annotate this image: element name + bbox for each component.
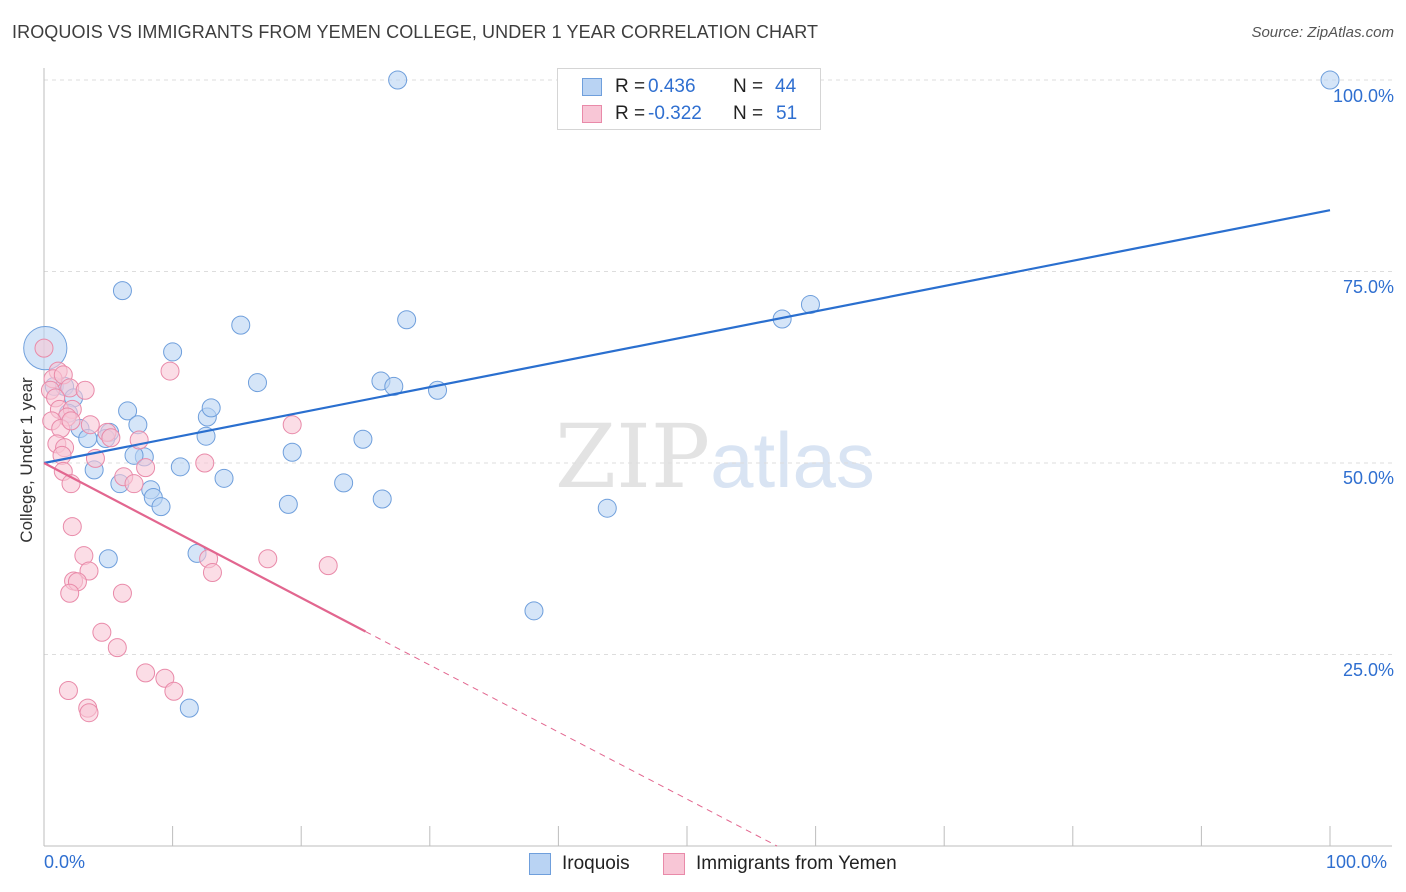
data-point-iroquois — [112, 281, 132, 301]
legend-n-label: N = — [733, 103, 764, 124]
data-point-iroquois — [597, 498, 617, 518]
data-point-iroquois — [214, 468, 234, 488]
data-point-iroquois — [384, 376, 404, 396]
y-tick-label-100: 100.0% — [1332, 86, 1394, 106]
data-point-yemen — [58, 681, 78, 701]
legend-swatch-yemen — [582, 105, 602, 123]
x-tick-label-min: 0.0% — [44, 852, 86, 872]
data-point-yemen — [124, 474, 144, 494]
data-point-iroquois — [163, 342, 183, 362]
y-tick-label-50: 50.0% — [1342, 468, 1394, 488]
data-point-yemen — [101, 428, 121, 448]
legend-swatch-iroquois — [582, 78, 602, 96]
legend-n-value: 44 — [775, 76, 797, 97]
points-layer — [23, 70, 1340, 723]
trend-line-iroquois — [43, 209, 1331, 465]
data-point-yemen — [155, 668, 175, 688]
legend-r-value: 0.436 — [648, 76, 696, 97]
source-label: Source: ZipAtlas.com — [1251, 24, 1394, 41]
legend-label-iroquois: Iroquois — [562, 853, 630, 874]
legend-label-yemen: Immigrants from Yemen — [696, 853, 897, 874]
data-point-yemen — [160, 361, 180, 381]
data-point-yemen — [60, 583, 80, 603]
chart-title: IROQUOIS VS IMMIGRANTS FROM YEMEN COLLEG… — [12, 22, 819, 42]
data-point-yemen — [80, 415, 100, 435]
data-point-yemen — [258, 549, 278, 569]
legend-r-value: -0.322 — [648, 103, 702, 124]
data-point-iroquois — [231, 315, 251, 335]
data-point-yemen — [164, 681, 184, 701]
watermark: ZIPatlas — [555, 405, 875, 508]
legend-n-value: 51 — [776, 103, 798, 124]
data-point-yemen — [107, 638, 127, 658]
data-point-yemen — [195, 453, 215, 473]
data-point-iroquois — [118, 401, 138, 421]
correlation-legend: R = 0.436 N = 44 R = -0.322 N = 51 — [557, 68, 821, 130]
watermark-atlas: atlas — [710, 416, 875, 504]
data-point-yemen — [112, 583, 132, 603]
data-point-iroquois — [397, 310, 417, 330]
data-point-iroquois — [179, 698, 199, 718]
data-point-yemen — [318, 556, 338, 576]
series-legend: Iroquois Immigrants from Yemen — [0, 852, 1406, 878]
trend-line-yemen — [43, 462, 367, 633]
trend-layer — [43, 209, 1331, 847]
watermark-zip: ZIP — [555, 405, 711, 508]
y-tick-label-75: 75.0% — [1342, 277, 1394, 297]
data-point-iroquois — [388, 70, 408, 90]
legend-swatch-iroquois — [529, 853, 551, 875]
data-point-yemen — [282, 415, 302, 435]
x-tick-label-max: 100.0% — [1326, 852, 1388, 872]
data-point-yemen — [34, 338, 54, 358]
data-point-iroquois — [98, 549, 118, 569]
data-point-yemen — [79, 703, 99, 723]
data-point-iroquois — [170, 457, 190, 477]
data-point-yemen — [202, 563, 222, 583]
data-point-yemen — [136, 663, 156, 683]
data-point-iroquois — [334, 473, 354, 493]
legend-r-label: R = — [615, 103, 646, 124]
trend-line-yemen-extrapolated — [365, 631, 778, 847]
data-point-iroquois — [524, 601, 544, 621]
data-point-iroquois — [353, 429, 373, 449]
data-point-yemen — [75, 380, 95, 400]
legend-row-yemen: R = -0.322 N = 51 — [558, 101, 820, 127]
legend-swatch-yemen — [663, 853, 685, 875]
data-point-iroquois — [282, 442, 302, 462]
legend-r-label: R = — [615, 76, 646, 97]
data-point-iroquois — [201, 398, 221, 418]
legend-n-label: N = — [733, 76, 764, 97]
data-point-iroquois — [151, 497, 171, 517]
axis-layer — [43, 68, 1392, 847]
legend-row-iroquois: R = 0.436 N = 44 — [558, 74, 820, 100]
data-point-yemen — [61, 411, 81, 431]
data-point-iroquois — [372, 489, 392, 509]
data-point-yemen — [62, 517, 82, 537]
data-point-iroquois — [1320, 70, 1340, 90]
data-point-yemen — [136, 458, 156, 478]
data-point-iroquois — [247, 373, 267, 393]
data-point-iroquois — [278, 494, 298, 514]
data-point-yemen — [92, 622, 112, 642]
y-tick-label-25: 25.0% — [1342, 660, 1394, 680]
